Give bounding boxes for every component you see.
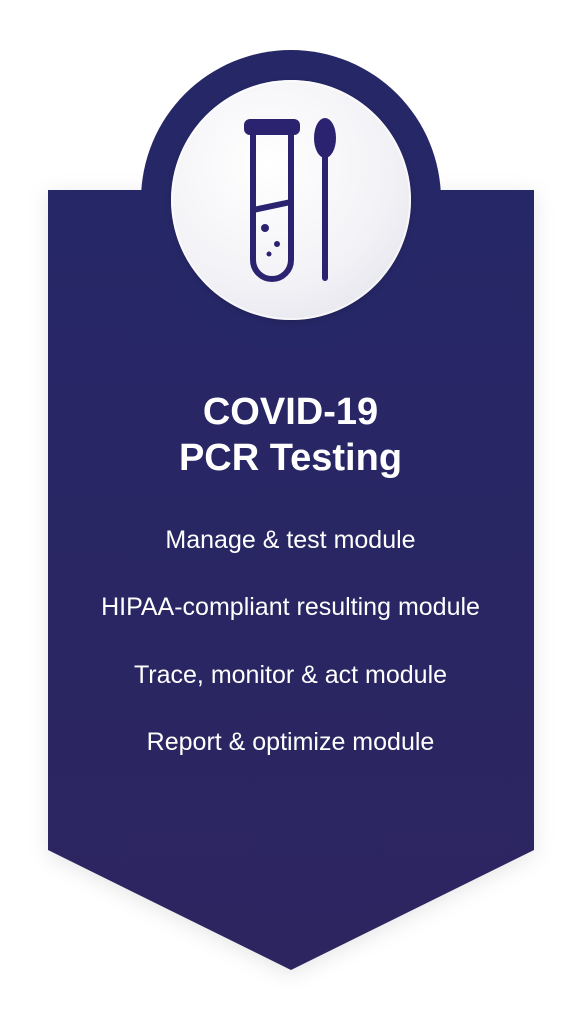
- feature-list: Manage & test module HIPAA-compliant res…: [48, 525, 534, 758]
- feature-item: Trace, monitor & act module: [72, 660, 510, 691]
- card-title: COVID-19 PCR Testing: [48, 390, 534, 481]
- test-tube-swab-icon: [231, 110, 351, 290]
- icon-badge-outer: [141, 50, 441, 350]
- card-content: COVID-19 PCR Testing Manage & test modul…: [48, 390, 534, 758]
- icon-badge-inner: [171, 80, 411, 320]
- feature-item: Manage & test module: [72, 525, 510, 556]
- feature-item: HIPAA-compliant resulting module: [72, 592, 510, 623]
- feature-item: Report & optimize module: [72, 727, 510, 758]
- pcr-testing-card: COVID-19 PCR Testing Manage & test modul…: [48, 50, 534, 975]
